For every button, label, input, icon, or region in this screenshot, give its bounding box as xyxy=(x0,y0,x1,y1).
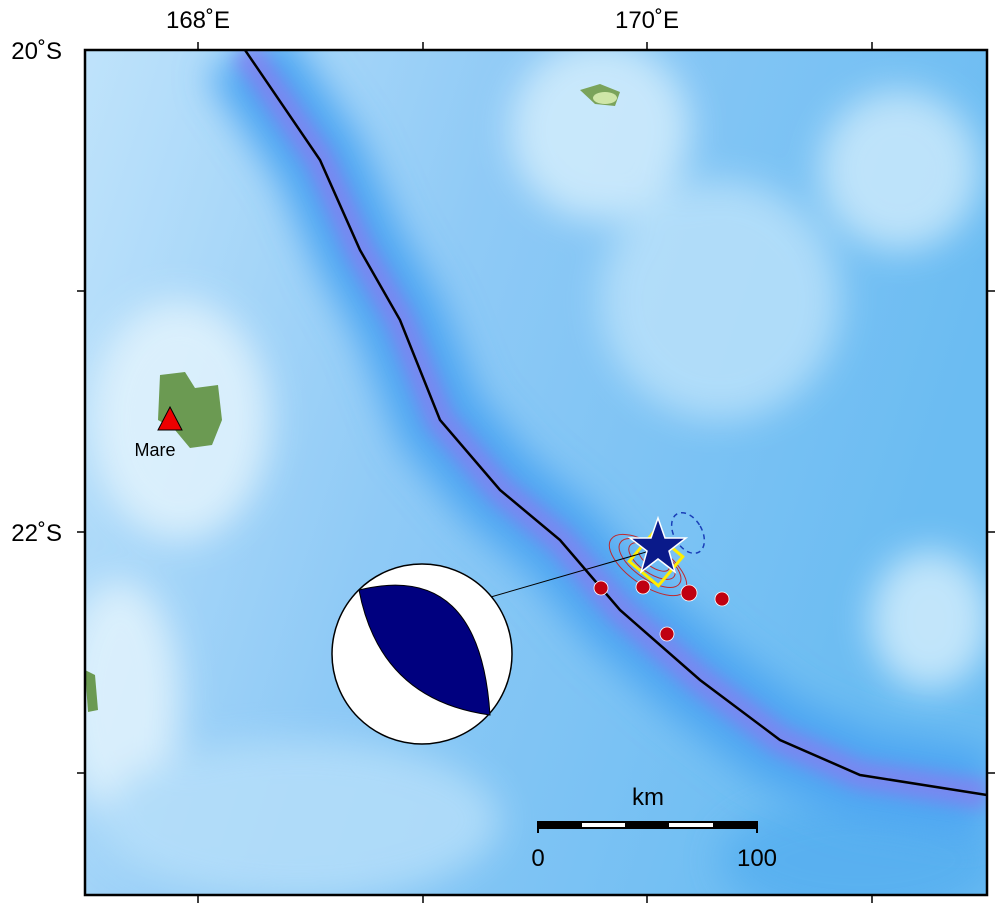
basemap xyxy=(85,50,987,895)
lon-label: 170˚E xyxy=(615,7,679,34)
scale-unit: km xyxy=(632,784,664,811)
scale-label: 0 xyxy=(531,845,544,872)
ticks xyxy=(77,42,995,903)
aftershocks xyxy=(593,579,730,642)
scale-bar xyxy=(537,821,758,833)
trench xyxy=(243,50,987,797)
frame xyxy=(83,48,989,897)
epicenter-star xyxy=(627,515,689,574)
leader-line xyxy=(469,547,661,604)
lat-label: 22˚S xyxy=(11,520,62,547)
focal-mechanism xyxy=(331,563,513,745)
place-label: Mare xyxy=(134,440,175,460)
station-marker xyxy=(157,405,183,431)
scale-label: 100 xyxy=(737,845,777,872)
lat-label: 20˚S xyxy=(11,38,62,65)
lon-label: 168˚E xyxy=(166,7,230,34)
